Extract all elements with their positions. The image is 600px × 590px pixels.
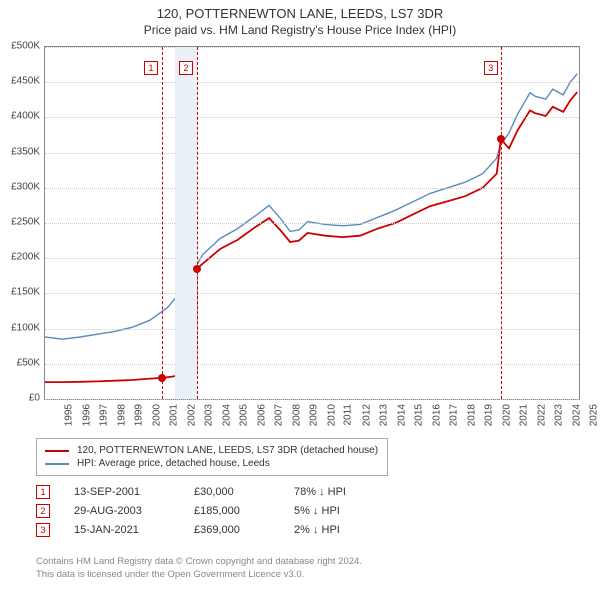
y-axis-label: £150K: [0, 287, 40, 298]
x-axis-label: 2003: [203, 404, 214, 426]
gridline: [45, 329, 579, 330]
legend-label: HPI: Average price, detached house, Leed…: [77, 458, 270, 469]
x-axis-label: 1995: [63, 404, 74, 426]
x-axis-label: 2004: [221, 404, 232, 426]
title-subtitle: Price paid vs. HM Land Registry's House …: [0, 23, 600, 37]
sale-price: £369,000: [194, 524, 294, 536]
legend-swatch: [45, 463, 69, 465]
gridline: [45, 82, 579, 83]
y-axis-label: £500K: [0, 41, 40, 52]
x-axis-label: 2020: [501, 404, 512, 426]
marker-dot: [497, 135, 505, 143]
gridline: [45, 117, 579, 118]
marker-vline: [162, 47, 163, 399]
x-axis-label: 1997: [98, 404, 109, 426]
y-axis-label: £350K: [0, 146, 40, 157]
sale-diff: 2% ↓ HPI: [294, 524, 394, 536]
y-axis-label: £300K: [0, 181, 40, 192]
x-axis-label: 2019: [483, 404, 494, 426]
sale-marker-box: 1: [36, 485, 50, 499]
gridline: [45, 47, 579, 48]
x-axis-label: 2009: [308, 404, 319, 426]
marker-dot: [158, 374, 166, 382]
x-axis-label: 2008: [291, 404, 302, 426]
gridline: [45, 223, 579, 224]
title-address: 120, POTTERNEWTON LANE, LEEDS, LS7 3DR: [0, 6, 600, 21]
plot-area: 1 2 3: [44, 46, 580, 400]
sale-date: 13-SEP-2001: [74, 486, 194, 498]
x-axis-label: 2023: [553, 404, 564, 426]
chart-container: { "title_line1": "120, POTTERNEWTON LANE…: [0, 0, 600, 590]
x-axis-label: 2001: [168, 404, 179, 426]
x-axis-label: 2015: [413, 404, 424, 426]
sale-marker-box: 2: [36, 504, 50, 518]
chart-titles: 120, POTTERNEWTON LANE, LEEDS, LS7 3DR P…: [0, 0, 600, 37]
y-axis-label: £450K: [0, 76, 40, 87]
gridline: [45, 258, 579, 259]
footer-attribution: Contains HM Land Registry data © Crown c…: [36, 555, 362, 582]
x-axis-label: 2016: [431, 404, 442, 426]
sale-date: 29-AUG-2003: [74, 505, 194, 517]
x-axis-label: 2024: [571, 404, 582, 426]
x-axis-label: 2017: [448, 404, 459, 426]
x-axis-label: 2025: [588, 404, 599, 426]
sale-price: £185,000: [194, 505, 294, 517]
marker-box: 3: [484, 61, 498, 75]
y-axis-label: £400K: [0, 111, 40, 122]
marker-dot: [193, 265, 201, 273]
x-axis-label: 1998: [116, 404, 127, 426]
sale-row: 1 13-SEP-2001£30,00078% ↓ HPI: [36, 485, 394, 499]
gridline: [45, 293, 579, 294]
x-axis-label: 2007: [273, 404, 284, 426]
sale-diff: 78% ↓ HPI: [294, 486, 394, 498]
gridline: [45, 364, 579, 365]
legend-box: 120, POTTERNEWTON LANE, LEEDS, LS7 3DR (…: [36, 438, 388, 476]
footer-line1: Contains HM Land Registry data © Crown c…: [36, 555, 362, 568]
sale-date: 15-JAN-2021: [74, 524, 194, 536]
x-axis-label: 2018: [466, 404, 477, 426]
x-axis-label: 2005: [238, 404, 249, 426]
sales-table: 1 13-SEP-2001£30,00078% ↓ HPI 2 29-AUG-2003…: [36, 480, 394, 542]
x-axis-label: 2013: [378, 404, 389, 426]
x-axis-label: 1996: [81, 404, 92, 426]
gridline: [45, 153, 579, 154]
x-axis-label: 2012: [361, 404, 372, 426]
y-axis-label: £250K: [0, 217, 40, 228]
y-axis-label: £50K: [0, 357, 40, 368]
x-axis-label: 2011: [343, 404, 354, 426]
legend-row: 120, POTTERNEWTON LANE, LEEDS, LS7 3DR (…: [45, 445, 379, 456]
x-axis-label: 1999: [133, 404, 144, 426]
x-axis-label: 2014: [396, 404, 407, 426]
marker-vline: [197, 47, 198, 399]
gridline: [45, 399, 579, 400]
sale-marker-box: 3: [36, 523, 50, 537]
legend-row: HPI: Average price, detached house, Leed…: [45, 458, 379, 469]
legend-label: 120, POTTERNEWTON LANE, LEEDS, LS7 3DR (…: [77, 445, 378, 456]
gridline: [45, 188, 579, 189]
x-axis-label: 2006: [256, 404, 267, 426]
marker-vline: [501, 47, 502, 399]
x-axis-label: 2021: [518, 404, 529, 426]
footer-line2: This data is licensed under the Open Gov…: [36, 568, 362, 581]
y-axis-label: £0: [0, 393, 40, 404]
shade-band: [175, 47, 198, 399]
sale-row: 2 29-AUG-2003£185,0005% ↓ HPI: [36, 504, 394, 518]
y-axis-label: £100K: [0, 322, 40, 333]
sale-diff: 5% ↓ HPI: [294, 505, 394, 517]
legend-swatch: [45, 450, 69, 452]
marker-box: 1: [144, 61, 158, 75]
x-axis-label: 2022: [536, 404, 547, 426]
sale-price: £30,000: [194, 486, 294, 498]
x-axis-label: 2000: [151, 404, 162, 426]
marker-box: 2: [179, 61, 193, 75]
x-axis-label: 2002: [186, 404, 197, 426]
sale-row: 3 15-JAN-2021£369,0002% ↓ HPI: [36, 523, 394, 537]
y-axis-label: £200K: [0, 252, 40, 263]
x-axis-label: 2010: [326, 404, 337, 426]
series-hpi: [45, 74, 577, 339]
